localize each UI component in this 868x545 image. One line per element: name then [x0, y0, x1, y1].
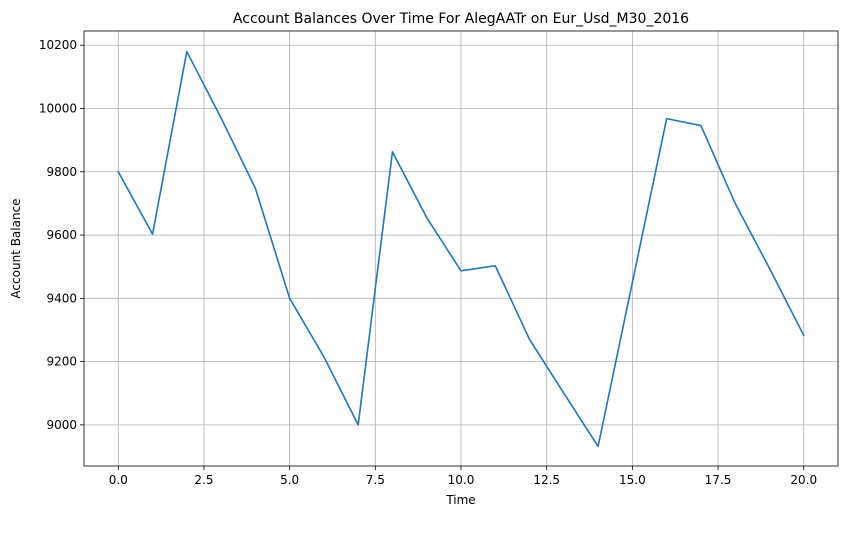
x-tick-label: 0.0	[109, 473, 128, 487]
x-tick-label: 20.0	[790, 473, 817, 487]
x-axis-ticks: 0.0 2.5 5.0 7.5 10.0 12.5 15.0 17.5 20.0	[109, 466, 817, 487]
y-tick-label: 9400	[46, 291, 77, 305]
x-tick-label: 2.5	[194, 473, 213, 487]
y-tick-label: 9200	[46, 355, 77, 369]
y-axis-title: Account Balance	[9, 198, 23, 298]
x-tick-label: 5.0	[280, 473, 299, 487]
y-tick-label: 9800	[46, 165, 77, 179]
y-tick-label: 10200	[39, 38, 77, 52]
grid	[84, 31, 838, 466]
x-tick-label: 10.0	[448, 473, 475, 487]
series-lines	[117, 50, 805, 448]
x-tick-label: 15.0	[619, 473, 646, 487]
x-tick-label: 17.5	[705, 473, 732, 487]
y-axis-ticks: 9000 9200 9400 9600 9800 10000 10200	[39, 38, 84, 432]
y-tick-label: 9600	[46, 228, 77, 242]
x-tick-label: 7.5	[366, 473, 385, 487]
y-tick-label: 9000	[46, 418, 77, 432]
y-tick-label: 10000	[39, 102, 77, 116]
x-axis-title: Time	[445, 493, 475, 507]
series-line	[117, 50, 805, 448]
chart-title: Account Balances Over Time For AlegAATr …	[233, 11, 689, 27]
x-tick-label: 12.5	[533, 473, 560, 487]
